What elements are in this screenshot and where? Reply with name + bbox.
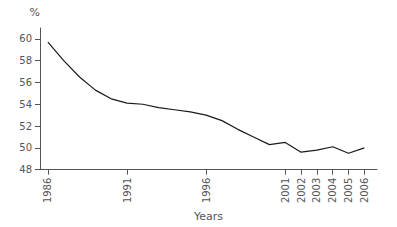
- svg-text:60: 60: [19, 33, 32, 44]
- svg-text:Years: Years: [193, 210, 223, 223]
- svg-text:1996: 1996: [201, 178, 212, 203]
- svg-text:2003: 2003: [311, 178, 322, 203]
- svg-text:1991: 1991: [122, 178, 133, 203]
- svg-text:54: 54: [19, 99, 32, 110]
- svg-text:56: 56: [19, 77, 32, 88]
- svg-text:2002: 2002: [296, 178, 307, 203]
- svg-text:2004: 2004: [327, 178, 338, 203]
- svg-text:48: 48: [19, 164, 32, 175]
- svg-text:2006: 2006: [359, 178, 370, 203]
- svg-text:52: 52: [19, 121, 32, 132]
- svg-text:%: %: [30, 6, 40, 19]
- svg-text:2001: 2001: [280, 178, 291, 203]
- svg-text:58: 58: [19, 55, 32, 66]
- svg-text:1986: 1986: [42, 178, 53, 203]
- svg-text:50: 50: [19, 142, 32, 153]
- svg-text:2005: 2005: [343, 178, 354, 203]
